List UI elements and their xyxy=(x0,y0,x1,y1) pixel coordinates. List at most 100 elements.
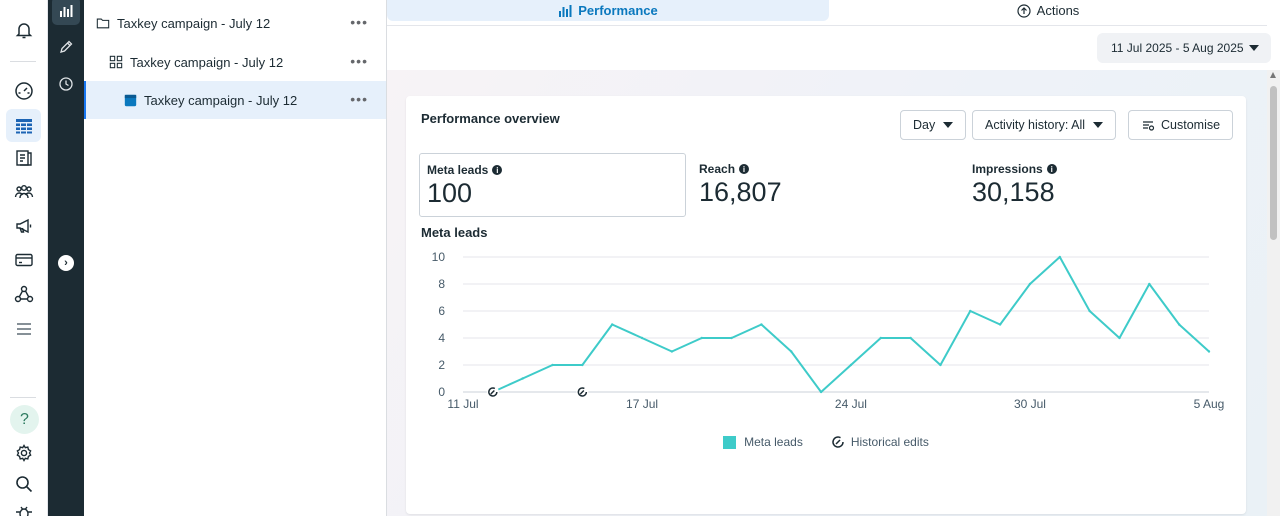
tree-item-ad-set[interactable]: Taxkey campaign - July 12 ••• xyxy=(84,43,386,81)
data-point xyxy=(939,363,942,367)
data-point xyxy=(670,350,674,353)
data-point xyxy=(1088,309,1091,313)
more-options-icon[interactable]: ••• xyxy=(350,91,368,107)
legend-label: Historical edits xyxy=(850,435,929,449)
legend-swatch xyxy=(723,435,737,449)
x-tick-label: 24 Jul xyxy=(835,397,867,411)
metric-reach[interactable]: Reach i 16,807 xyxy=(692,153,959,217)
metric-value: 16,807 xyxy=(699,177,782,207)
x-tick-label: 17 Jul xyxy=(626,397,658,411)
history-clock-icon[interactable] xyxy=(52,70,80,98)
tree-item-ad[interactable]: Taxkey campaign - July 12 ••• xyxy=(84,81,386,119)
pages-icon[interactable] xyxy=(12,146,36,170)
performance-chart-icon[interactable] xyxy=(52,0,80,25)
tree-item-label: Taxkey campaign - July 12 xyxy=(117,15,271,31)
customise-sliders-icon xyxy=(1143,121,1155,131)
more-options-icon[interactable]: ••• xyxy=(350,53,368,69)
data-point xyxy=(1058,255,1061,259)
chart-legend: Meta leads Historical edits xyxy=(406,432,1246,452)
bug-report-icon[interactable] xyxy=(12,500,36,516)
events-manager-icon[interactable] xyxy=(12,282,36,306)
day-dropdown-label: Day xyxy=(913,118,936,132)
historical-edit-marker-icon[interactable] xyxy=(576,386,589,398)
nav-divider xyxy=(10,61,36,62)
date-range-label: 11 Jul 2025 - 5 Aug 2025 xyxy=(1111,41,1244,55)
audiences-icon[interactable] xyxy=(12,180,36,204)
main-panel: Performance Actions 11 Jul 2025 - 5 Aug … xyxy=(387,0,1280,516)
metric-label: Impressions xyxy=(972,162,1043,176)
legend-item-historical-edits[interactable]: Historical edits xyxy=(831,435,929,449)
dropdown-caret-icon xyxy=(1249,45,1259,51)
data-point xyxy=(700,336,703,340)
scrollbar-thumb[interactable] xyxy=(1270,86,1277,240)
x-tick-label: 30 Jul xyxy=(1014,397,1046,411)
info-icon[interactable]: i xyxy=(492,165,503,175)
data-point xyxy=(640,336,644,340)
edit-pencil-icon[interactable] xyxy=(52,33,80,61)
all-tools-menu-icon[interactable] xyxy=(12,317,36,341)
metric-label: Meta leads xyxy=(427,163,489,177)
performance-overview-card: Performance overview Day Activity histor… xyxy=(406,96,1246,514)
customise-label: Customise xyxy=(1161,118,1221,132)
data-point xyxy=(909,336,912,340)
data-point xyxy=(611,323,614,326)
tab-label: Performance xyxy=(578,3,658,18)
chart-title: Meta leads xyxy=(421,225,488,240)
data-point xyxy=(998,323,1002,326)
megaphone-icon[interactable] xyxy=(12,214,36,238)
metric-label: Reach xyxy=(699,162,736,176)
billing-card-icon[interactable] xyxy=(12,248,36,272)
activity-history-label: Activity history: All xyxy=(985,118,1086,132)
expand-chevron-icon[interactable]: › xyxy=(58,255,74,271)
vertical-scrollbar[interactable] xyxy=(1267,70,1280,516)
metric-value: 30,158 xyxy=(972,177,1055,207)
historical-edit-icon xyxy=(832,436,844,448)
historical-edit-marker-icon[interactable] xyxy=(486,386,499,398)
y-tick-label: 4 xyxy=(438,331,445,345)
customise-button[interactable]: Customise xyxy=(1128,110,1234,140)
y-tick-label: 10 xyxy=(432,250,446,264)
data-point xyxy=(819,390,823,394)
data-point xyxy=(790,350,793,353)
data-point xyxy=(521,377,524,380)
bell-icon[interactable] xyxy=(12,18,36,42)
metric-meta-leads[interactable]: Meta leads i 100 xyxy=(419,153,686,217)
tab-performance[interactable]: Performance xyxy=(387,0,829,21)
day-dropdown[interactable]: Day xyxy=(900,110,967,140)
tree-item-campaign[interactable]: Taxkey campaign - July 12 ••• xyxy=(84,4,386,42)
data-point xyxy=(969,309,972,313)
meta-leads-line-chart: 0 2 4 6 8 10 11 Jul 17 Jul 24 Jul 30 Jul 5 Aug xyxy=(432,250,1225,411)
help-icon[interactable]: ? xyxy=(10,405,39,434)
data-point xyxy=(1207,350,1211,353)
tree-item-label: Taxkey campaign - July 12 xyxy=(130,54,284,70)
tab-actions[interactable]: Actions xyxy=(829,0,1267,21)
actions-arrow-icon xyxy=(1017,3,1031,18)
data-point xyxy=(1118,336,1121,340)
date-range-picker[interactable]: 11 Jul 2025 - 5 Aug 2025 xyxy=(1097,33,1271,63)
campaign-tree: Taxkey campaign - July 12 ••• Taxkey cam… xyxy=(84,0,387,516)
legend-item-meta-leads[interactable]: Meta leads xyxy=(723,435,803,449)
metric-impressions[interactable]: Impressions i 30,158 xyxy=(965,153,1232,217)
folder-icon xyxy=(95,15,111,31)
ad-icon xyxy=(122,92,138,108)
scroll-up-arrow-icon[interactable] xyxy=(1270,72,1276,78)
level-switcher: › xyxy=(48,0,84,516)
data-point xyxy=(1177,323,1181,326)
data-point xyxy=(1148,282,1151,286)
activity-history-dropdown[interactable]: Activity history: All xyxy=(972,110,1117,140)
global-nav: ? xyxy=(0,0,48,516)
search-icon[interactable] xyxy=(12,472,36,496)
content-area: Performance overview Day Activity histor… xyxy=(387,70,1267,516)
info-icon[interactable]: i xyxy=(1046,164,1057,174)
y-tick-label: 2 xyxy=(438,358,445,372)
legend-label: Meta leads xyxy=(744,435,803,449)
settings-gear-icon[interactable] xyxy=(12,441,36,465)
dashboard-gauge-icon[interactable] xyxy=(12,79,36,103)
panel-tabs: Performance Actions xyxy=(387,0,1267,26)
data-point xyxy=(581,363,584,367)
data-point xyxy=(760,323,763,326)
more-options-icon[interactable]: ••• xyxy=(350,14,368,30)
campaigns-table-icon[interactable] xyxy=(6,109,41,142)
info-icon[interactable]: i xyxy=(739,164,750,174)
